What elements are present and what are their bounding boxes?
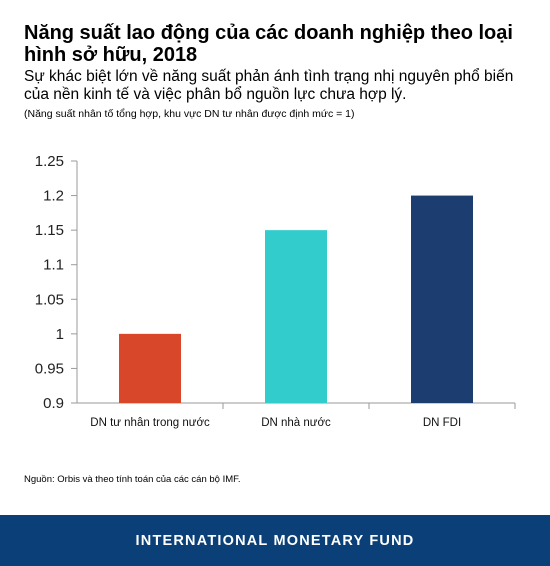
bar [265, 230, 327, 403]
x-category-label: DN tư nhân trong nước [90, 417, 210, 429]
source-note: Nguồn: Orbis và theo tính toán của các c… [24, 474, 241, 485]
x-category-label: DN nhà nước [261, 417, 331, 429]
y-tick-label: 1.1 [43, 257, 64, 274]
chart-subtitle: Sự khác biệt lớn về năng suất phản ánh t… [24, 68, 514, 103]
org-name: INTERNATIONAL MONETARY FUND [135, 532, 415, 549]
y-tick-label: 1.2 [43, 188, 64, 205]
y-tick-label: 0.9 [43, 395, 64, 412]
y-tick-label: 1.25 [35, 153, 64, 170]
chart-title: Năng suất lao động của các doanh nghiệp … [24, 22, 513, 66]
bar [411, 195, 473, 403]
bar [119, 333, 181, 403]
footer-banner: INTERNATIONAL MONETARY FUND [0, 515, 550, 566]
y-tick-label: 0.95 [35, 360, 64, 377]
y-tick-label: 1.15 [35, 222, 64, 239]
y-tick-label: 1 [56, 326, 64, 343]
x-category-label: DN FDI [423, 417, 461, 429]
bar-chart: 0.9 0.95 1 1.05 1.1 1.15 1.2 1.25 DN tư nhân tro… [35, 153, 516, 429]
chart-note: (Năng suất nhân tố tổng hợp, khu vực DN … [24, 108, 355, 120]
y-tick-label: 1.05 [35, 291, 64, 308]
